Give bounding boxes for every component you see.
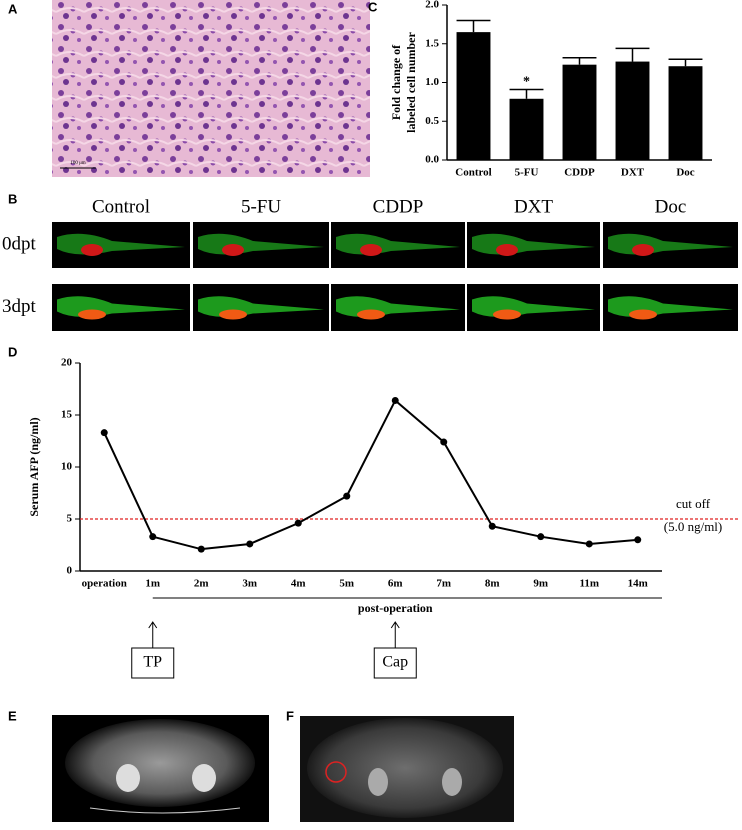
- error-bar: [668, 58, 703, 67]
- y-axis-label: Fold change of: [389, 44, 403, 120]
- column-header: DXT: [514, 196, 553, 217]
- arrow: [148, 621, 158, 648]
- panel-label: E: [8, 708, 17, 723]
- tumor: [493, 309, 521, 320]
- x-tick-label: 14m: [628, 578, 648, 590]
- tumor: [629, 309, 657, 320]
- y-axis-label: labeled cell number: [404, 32, 418, 133]
- event-box: [373, 647, 417, 679]
- y-tick-label: 10: [61, 461, 73, 473]
- error-bar: [615, 47, 650, 62]
- point: [537, 533, 545, 541]
- y-tick-label: 1.0: [425, 76, 439, 88]
- ct-body: [65, 719, 255, 807]
- row-label: 3dpt: [2, 296, 37, 317]
- tumor: [222, 244, 244, 256]
- y-tick-label: 0.5: [425, 115, 439, 127]
- y-axis-label: Serum AFP (ng/ml): [27, 417, 41, 516]
- point: [488, 522, 496, 530]
- tumor: [78, 309, 106, 320]
- x-tick-label: 6m: [388, 578, 403, 590]
- x-tick-label: Control: [455, 167, 491, 179]
- group-label: post-operation: [358, 601, 433, 615]
- significance: *: [523, 75, 530, 90]
- ct-kidney: [192, 764, 216, 792]
- event-label: Cap: [382, 654, 408, 671]
- x-tick-label: 3m: [242, 578, 257, 590]
- y-tick-label: 0: [67, 565, 73, 577]
- panel-label: F: [286, 708, 294, 723]
- y-tick-label: 20: [61, 357, 73, 369]
- panel-label: C: [368, 0, 378, 14]
- point: [100, 429, 108, 437]
- x-tick-label: DXT: [621, 167, 645, 179]
- column-header: 5-FU: [241, 196, 281, 217]
- tumor: [632, 244, 654, 256]
- ct-kidney: [116, 764, 140, 792]
- x-tick-label: Doc: [676, 167, 694, 179]
- line: [103, 398, 638, 551]
- column-header: Control: [92, 196, 150, 217]
- point: [585, 540, 593, 548]
- bar: [509, 98, 544, 160]
- bar: [456, 32, 491, 160]
- y-tick-label: 1.5: [425, 37, 439, 49]
- arrow: [390, 621, 400, 648]
- ct-line: [89, 807, 241, 814]
- tumor: [360, 244, 382, 256]
- point: [197, 545, 205, 553]
- x-tick-label: 2m: [194, 578, 209, 590]
- panel-label: B: [8, 191, 17, 206]
- x-tick-label: CDDP: [564, 167, 595, 179]
- error-bar: [509, 88, 544, 99]
- point: [149, 533, 157, 541]
- point: [246, 540, 254, 548]
- tumor: [219, 309, 247, 320]
- cutoff-label: cut off: [676, 496, 711, 511]
- x-tick-label: 4m: [291, 578, 306, 590]
- x-tick-label: 1m: [145, 578, 160, 590]
- error-bar: [562, 56, 597, 65]
- tumor: [81, 244, 103, 256]
- point: [634, 536, 642, 544]
- event-box: [131, 647, 175, 679]
- tumor: [496, 244, 518, 256]
- cutoff-label: (5.0 ng/ml): [664, 519, 723, 534]
- lesion-marker: [325, 761, 347, 783]
- panel-label: A: [8, 1, 18, 16]
- panel-label: D: [8, 344, 17, 359]
- y-tick-label: 2.0: [425, 0, 439, 11]
- bar: [668, 66, 703, 160]
- histology-image: [52, 0, 370, 177]
- tumor: [357, 309, 385, 320]
- x-tick-label: 7m: [436, 578, 451, 590]
- scale-bar-label: 100 μm: [70, 161, 85, 166]
- bar: [562, 64, 597, 160]
- error-bar: [456, 19, 491, 33]
- mri-kidney: [442, 768, 462, 796]
- x-tick-label: 5-FU: [515, 167, 539, 179]
- point: [294, 519, 302, 527]
- point: [391, 396, 399, 404]
- point: [343, 492, 351, 500]
- y-tick-label: 15: [61, 409, 73, 421]
- point: [440, 438, 448, 446]
- column-header: CDDP: [373, 196, 424, 217]
- mri-kidney: [368, 768, 388, 796]
- x-tick-label: 5m: [339, 578, 354, 590]
- mri-body: [307, 718, 503, 818]
- row-label: 0dpt: [2, 233, 37, 254]
- x-tick-label: 9m: [533, 578, 548, 590]
- bar: [615, 61, 650, 161]
- x-tick-label: 8m: [485, 578, 500, 590]
- column-header: Doc: [655, 196, 687, 217]
- y-tick-label: 5: [67, 513, 73, 525]
- x-tick-label: 11m: [579, 578, 599, 590]
- x-tick-label: operation: [82, 578, 127, 590]
- y-tick-label: 0.0: [425, 154, 439, 166]
- event-label: TP: [143, 654, 162, 671]
